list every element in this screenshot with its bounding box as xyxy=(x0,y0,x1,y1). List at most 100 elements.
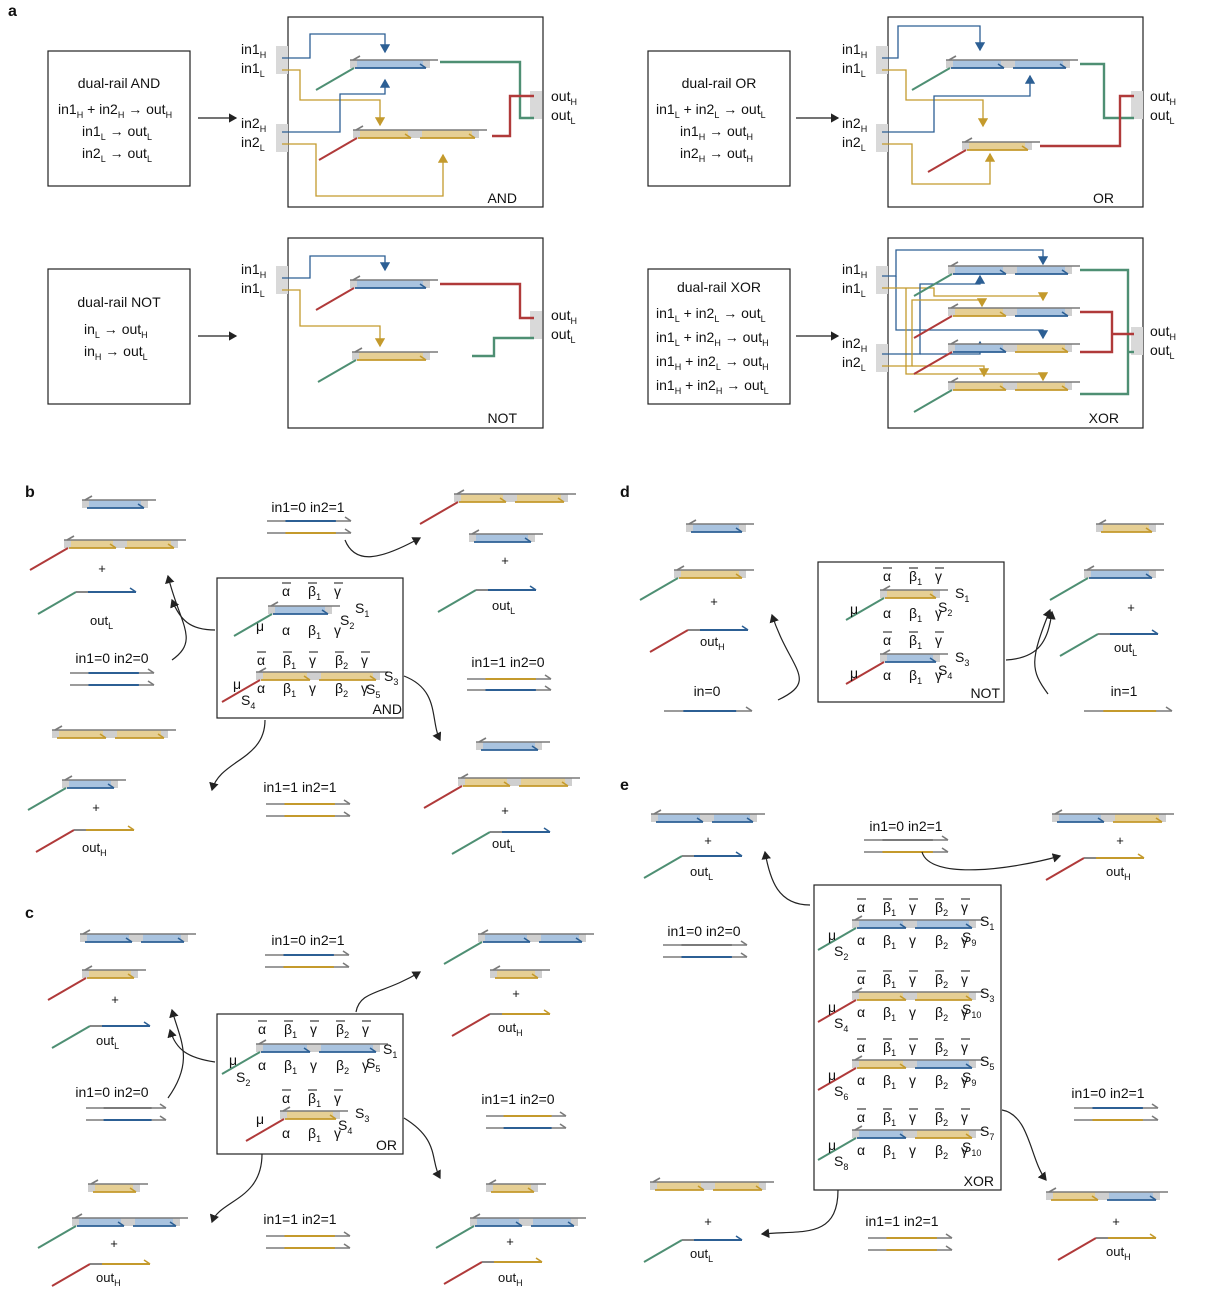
c-case-11: in1=1 in2=1 xyxy=(263,1211,336,1227)
c-s3-bar-2: γ xyxy=(334,1090,341,1106)
c-arrow-00b xyxy=(167,1028,216,1063)
b-case-10: in1=1 in2=0 xyxy=(471,654,544,670)
or-circuit-label: OR xyxy=(1093,190,1114,206)
b-mu-1: μ xyxy=(256,618,264,634)
b-arrow-01 xyxy=(344,537,422,558)
xor-in1h-wire-2 xyxy=(895,276,1049,340)
e-mu-2: μ xyxy=(828,1067,836,1083)
c-s1-dom-3: β2 xyxy=(336,1057,349,1076)
b-arrow-11 xyxy=(209,719,266,792)
b-s1-dom-2: γ xyxy=(334,622,341,638)
xor-out-low-wire xyxy=(1080,268,1130,396)
port-bar xyxy=(530,91,542,119)
or-in2h-wire xyxy=(882,74,1036,133)
or-in1-high: in1H xyxy=(842,41,867,60)
e-row3-dom-1: β1 xyxy=(883,1142,896,1161)
e-s10-label-3: S10 xyxy=(962,1139,981,1158)
e-gate-row-1 xyxy=(817,987,984,1023)
e-s8-label-3: S8 xyxy=(834,1153,848,1172)
d-s3-dom-0: α xyxy=(883,667,891,683)
b-s1-bar-1: β1 xyxy=(308,583,321,602)
or-gate-label: OR xyxy=(376,1137,397,1153)
c-s1-label: S1 xyxy=(383,1041,397,1060)
d-plus-0: + xyxy=(710,594,718,609)
not-gate-label: NOT xyxy=(970,685,1000,701)
d-s1-dom-1: β1 xyxy=(909,605,922,624)
xor-out-high-wire xyxy=(1080,310,1114,354)
and-definition-box: dual-rail AND in1H + in2H → outH in1L → … xyxy=(47,50,191,187)
e-row0-dom-2: γ xyxy=(909,932,916,948)
b-plus-01: + xyxy=(501,553,509,568)
d-out-high-label-0: outH xyxy=(700,634,725,652)
xor-in2-high: in2H xyxy=(842,335,867,354)
c-out-low-00 xyxy=(51,1021,151,1049)
b-product-10 xyxy=(423,773,580,809)
e-out-high-01 xyxy=(1045,853,1145,881)
c-input-01-a xyxy=(265,950,350,956)
d-s1-bar-1: β1 xyxy=(909,568,922,587)
b-s3-bar-1: β1 xyxy=(283,652,296,671)
and-circuit-box xyxy=(287,16,544,208)
e-plus-11: + xyxy=(704,1214,712,1229)
d-out-low-1 xyxy=(1059,629,1159,657)
e-row2-dom-1: β1 xyxy=(883,1072,896,1091)
e-mu-3: μ xyxy=(828,1137,836,1153)
or-in1-low: in1L xyxy=(842,60,866,79)
c-s3-bar-1: β1 xyxy=(308,1090,321,1109)
c-mu-2: μ xyxy=(256,1111,264,1127)
b-mu-2: μ xyxy=(233,676,241,692)
port-bar xyxy=(276,46,288,74)
d-product-0 xyxy=(639,565,754,601)
port-bar xyxy=(530,311,542,339)
c-gate-s1 xyxy=(221,1039,388,1075)
c-input-11-b xyxy=(266,1243,351,1249)
e-row3-bar-1: β1 xyxy=(883,1109,896,1128)
e-row1-dom-0: α xyxy=(857,1004,865,1020)
or-definition-box: dual-rail OR in1L + in2L → outL in1H → o… xyxy=(647,50,791,187)
b-input-11-a xyxy=(266,799,351,805)
not-box-title: dual-rail NOT xyxy=(77,294,161,310)
not-in-high-wire xyxy=(282,255,391,279)
b-s3-bar-3: β2 xyxy=(335,652,348,671)
d-s3-bar-1: β1 xyxy=(909,632,922,651)
d-s3-dom-2: γ xyxy=(935,667,942,683)
b-input-10-a xyxy=(467,674,552,680)
not-gate-blue xyxy=(315,275,438,311)
c-waste-00 xyxy=(80,929,196,943)
b-plus-10: + xyxy=(501,803,509,818)
d-mu-2: μ xyxy=(850,665,858,681)
b-case-01: in1=0 in2=1 xyxy=(271,499,344,515)
e-waste-10 xyxy=(1046,1187,1168,1201)
and-gate-label: AND xyxy=(372,701,402,717)
e-arrow-01 xyxy=(921,851,1062,871)
or-in2-high: in2H xyxy=(842,115,867,134)
e-gate-row-3 xyxy=(817,1125,984,1161)
e-s9-label-2: S9 xyxy=(962,1069,976,1088)
d-s1-dom-0: α xyxy=(883,605,891,621)
e-gate-row-2 xyxy=(817,1055,984,1091)
b-out-low-01 xyxy=(437,585,537,613)
c-s3-dom-0: α xyxy=(282,1125,290,1141)
e-s5-label-2: S5 xyxy=(980,1053,994,1072)
e-row2-bar-1: β1 xyxy=(883,1039,896,1058)
c-arrow-11 xyxy=(209,1153,263,1224)
d-s1-dom-2: γ xyxy=(935,605,942,621)
d-input-0 xyxy=(664,706,753,712)
e-row1-bar-2: γ xyxy=(909,971,916,987)
e-out-high-10 xyxy=(1057,1233,1157,1261)
c-out-high-11 xyxy=(51,1259,151,1287)
xor-in1l-wire-1 xyxy=(882,287,1049,302)
c-arrow-10 xyxy=(403,1117,441,1180)
b-s2-label: S2 xyxy=(340,612,354,631)
c-input-10-a xyxy=(486,1111,567,1117)
not-circuit-box xyxy=(287,237,544,429)
e-row1-bar-1: β1 xyxy=(883,971,896,990)
b-waste-01 xyxy=(469,529,543,543)
d-waste-1 xyxy=(1096,519,1164,533)
or-eq-1: in1L + in2L → outL xyxy=(656,101,766,120)
c-s1-dom-1: β1 xyxy=(284,1057,297,1076)
and-in2l-wire xyxy=(282,143,449,197)
e-row0-dom-0: α xyxy=(857,932,865,948)
e-row3-dom-4: γ xyxy=(961,1142,968,1158)
